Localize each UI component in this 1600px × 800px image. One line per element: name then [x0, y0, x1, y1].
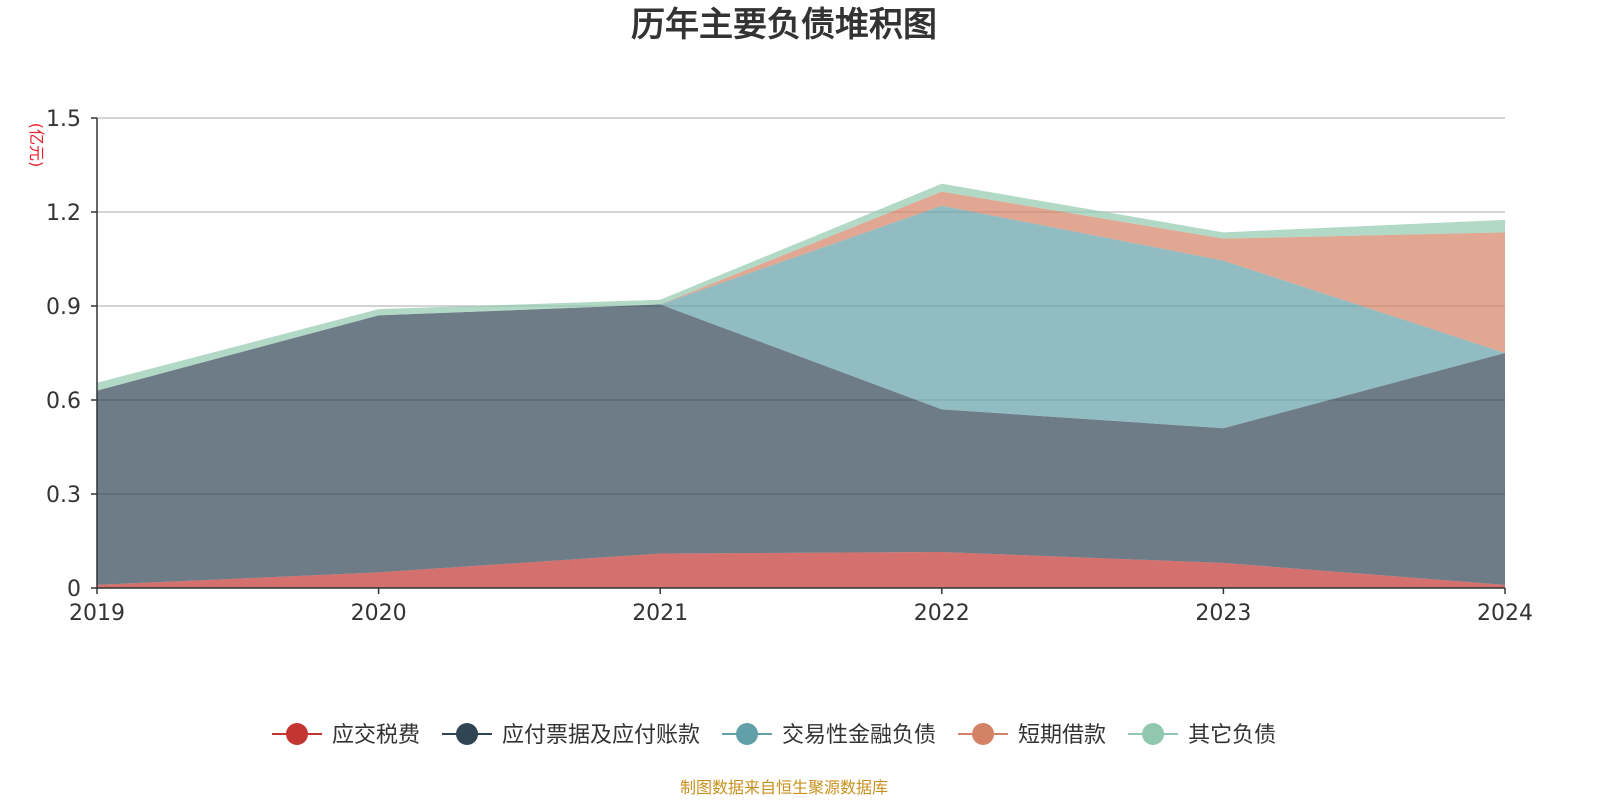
- legend-marker: [1142, 723, 1165, 745]
- data-source-note: 制图数据来自恒生聚源数据库: [680, 778, 888, 797]
- area-series-1[interactable]: [97, 551, 1505, 588]
- x-tick-label: 2024: [1477, 601, 1533, 626]
- area-series-group: [97, 183, 1505, 588]
- y-tick-label: 0: [67, 577, 81, 602]
- legend-item-4[interactable]: 短期借款: [958, 723, 1106, 748]
- legend-marker: [736, 723, 759, 745]
- legend: 应交税费 应付票据及应付账款 交易性金融负债 短期借款 其它负债: [272, 723, 1276, 748]
- x-tick-label: 2021: [632, 601, 688, 626]
- legend-label: 交易性金融负债: [782, 723, 936, 748]
- legend-item-5[interactable]: 其它负债: [1128, 723, 1276, 748]
- y-tick-label: 0.6: [46, 389, 81, 414]
- y-axis-unit: (亿元): [27, 123, 46, 168]
- legend-label: 应交税费: [332, 723, 420, 748]
- y-tick-label: 1.5: [46, 107, 81, 132]
- y-tick-label: 0.9: [46, 295, 81, 320]
- legend-item-3[interactable]: 交易性金融负债: [722, 723, 936, 748]
- legend-marker: [972, 723, 995, 745]
- legend-item-1[interactable]: 应交税费: [272, 723, 420, 748]
- area-series-3[interactable]: [97, 205, 1505, 429]
- x-tick-label: 2019: [69, 601, 125, 626]
- legend-label: 应付票据及应付账款: [502, 723, 700, 748]
- area-series-2[interactable]: [97, 304, 1505, 585]
- x-tick-label: 2022: [914, 601, 970, 626]
- y-tick-label: 0.3: [46, 483, 81, 508]
- axes: 0 0.3 0.6 0.9 1.2 1.5 2019 2020 2021 2022 2023 2024: [46, 107, 1533, 626]
- legend-label: 其它负债: [1188, 723, 1276, 748]
- chart-title: 历年主要负债堆积图: [631, 5, 937, 45]
- area-series-4[interactable]: [97, 191, 1505, 391]
- legend-marker: [286, 723, 308, 745]
- legend-marker: [456, 723, 479, 745]
- x-tick-label: 2023: [1195, 601, 1251, 626]
- legend-label: 短期借款: [1018, 723, 1106, 748]
- y-tick-label: 1.2: [46, 201, 81, 226]
- x-tick-label: 2020: [351, 601, 407, 626]
- legend-item-2[interactable]: 应付票据及应付账款: [442, 723, 700, 748]
